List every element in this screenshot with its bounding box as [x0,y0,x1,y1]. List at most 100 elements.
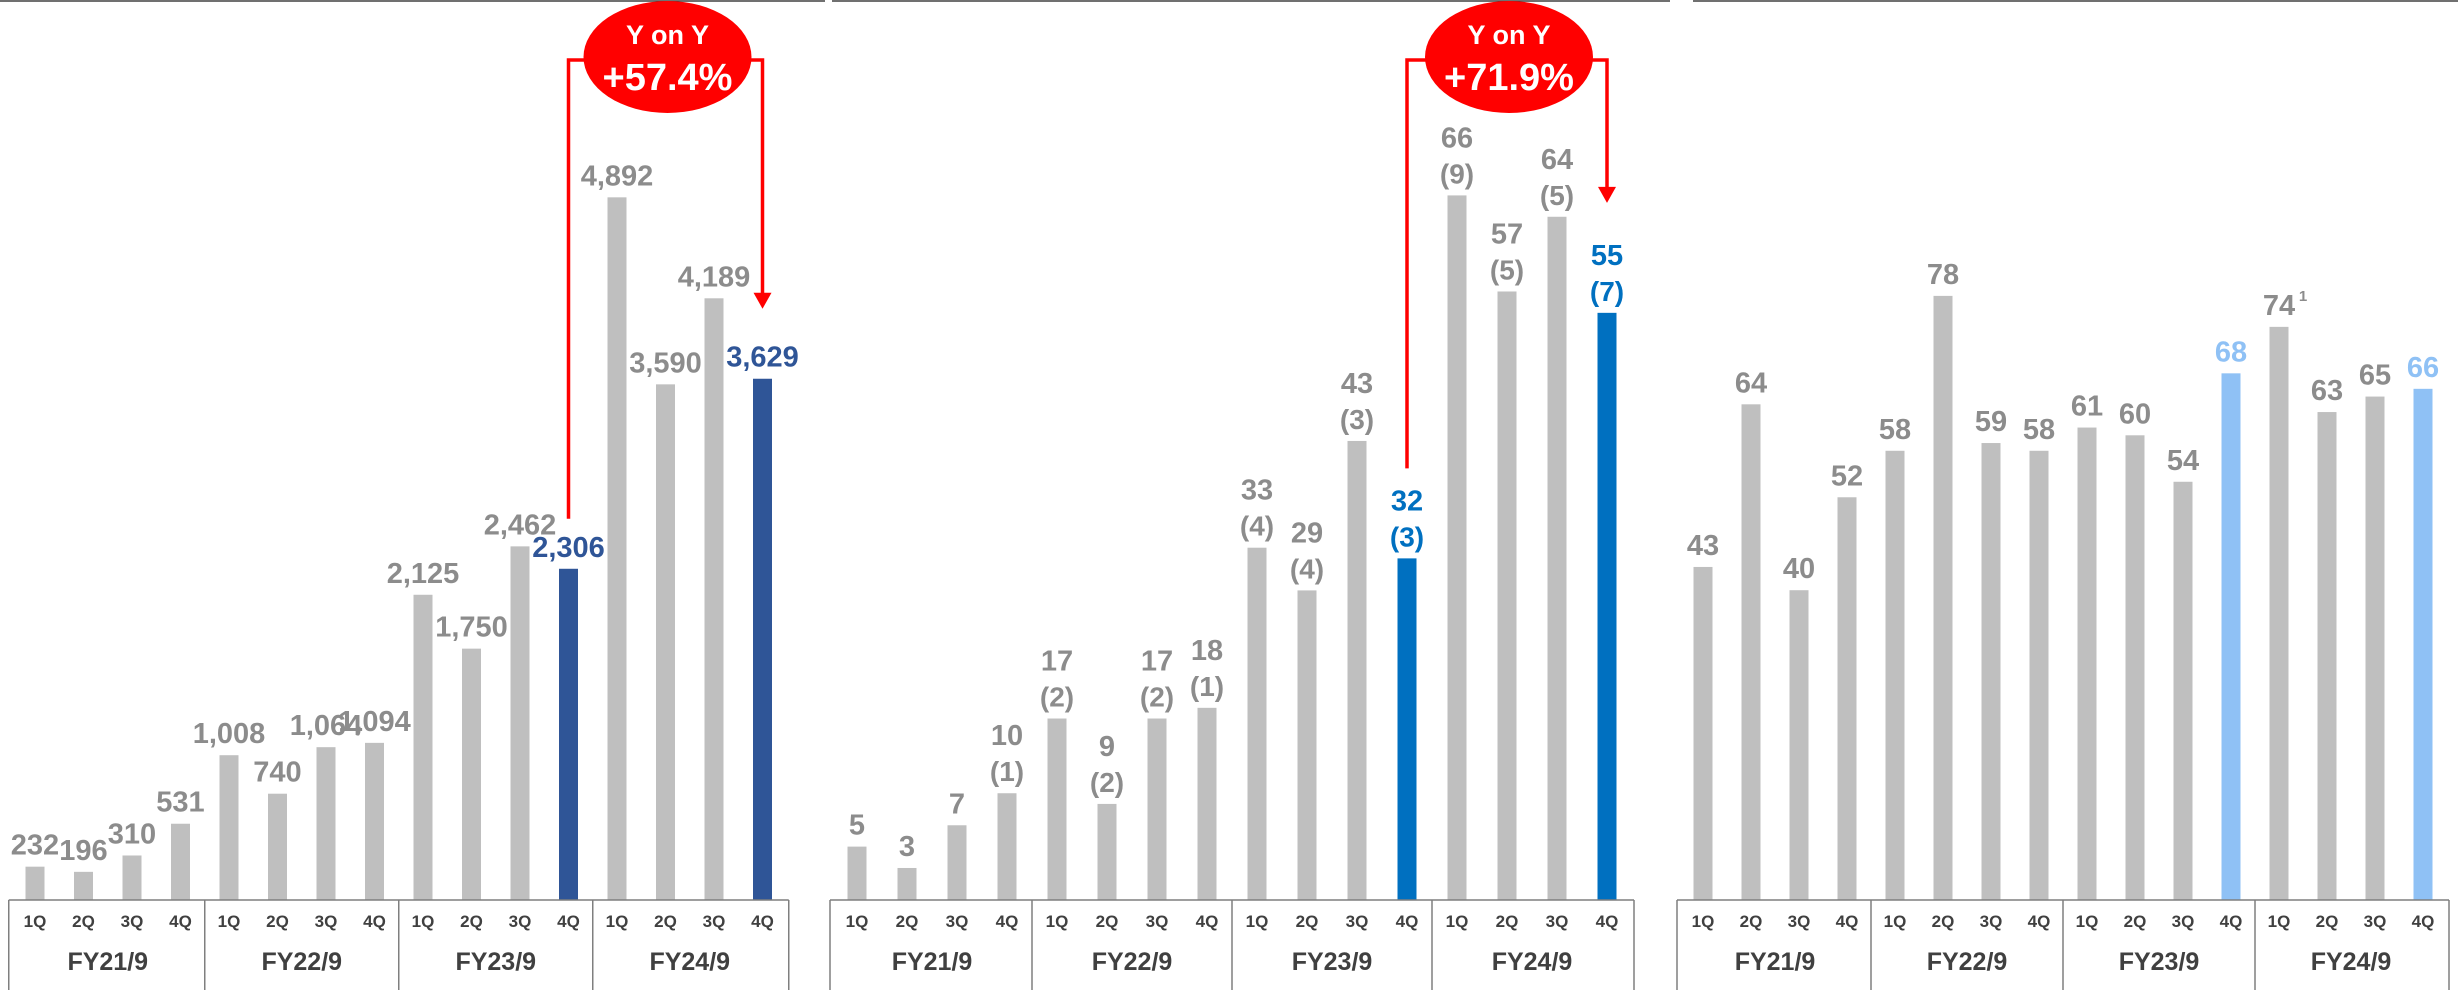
data-label: 2,306 [532,532,605,564]
tick-label: 3Q [946,912,969,931]
tick-label: 4Q [2220,912,2243,931]
data-sub-label: (4) [1290,553,1324,584]
data-label: 63 [2311,375,2343,407]
bar [413,594,433,900]
data-label: 740 [253,757,301,789]
callout-bubble [1425,1,1593,113]
data-sub-label: (3) [1340,404,1374,435]
data-label: 33 [1241,475,1273,507]
bar [74,871,93,900]
tick-label: 4Q [2412,912,2435,931]
tick-label: 4Q [1396,912,1419,931]
group-label: FY21/9 [1735,948,1816,976]
tick-label: 2Q [460,912,483,931]
tick-label: 3Q [703,912,726,931]
bar [607,197,627,900]
data-label: 61 [2071,391,2103,423]
callout-value: +57.4% [603,57,733,99]
data-label: 2,462 [484,509,557,541]
callout-title: Y on Y [626,20,709,50]
bar [171,823,190,900]
callout-title: Y on Y [1467,20,1550,50]
data-label: 17 [1141,646,1173,678]
data-label: 531 [156,787,204,819]
tick-label: 4Q [169,912,192,931]
tick-label: 4Q [557,912,580,931]
data-label: 29 [1291,517,1323,549]
bar [1741,404,1761,900]
bar [365,742,384,900]
tick-label: 3Q [1146,912,1169,931]
data-label: 55 [1591,240,1623,272]
callout-arrowhead [1598,186,1616,203]
tick-label: 2Q [266,912,289,931]
data-label: 66 [2407,352,2439,384]
bar [1789,590,1809,900]
chart-panel-2: 5 3 7 10 (1) 17 (2) 9 (2) 17 (2) 18 (1) 33 (4) 29 (4) 43 (… [829,1,1635,990]
data-sub-label: (7) [1590,276,1624,307]
data-label: 1,008 [193,718,266,750]
data-label: 4,892 [581,160,654,192]
data-label: 5 [849,810,865,842]
data-sub-label: (2) [1140,682,1174,713]
tick-label: 1Q [1692,912,1715,931]
tick-label: 3Q [2364,912,2387,931]
group-label: FY23/9 [455,948,536,976]
tick-label: 2Q [1096,912,1119,931]
tick-label: 2Q [2124,912,2147,931]
tick-label: 3Q [1346,912,1369,931]
bar [997,793,1017,900]
tick-label: 1Q [846,912,869,931]
data-label: 40 [1783,553,1815,585]
data-label: 310 [108,818,156,850]
bar [268,793,287,900]
group-label: FY24/9 [649,948,730,976]
data-sub-label: (9) [1440,158,1474,189]
tick-label: 2Q [896,912,919,931]
data-label: 7 [949,788,965,820]
tick-label: 2Q [1496,912,1519,931]
bar [1047,718,1067,900]
tick-label: 3Q [1788,912,1811,931]
bar [1347,440,1367,900]
bar [1547,216,1567,900]
data-label: 232 [11,830,59,862]
data-sub-label: (1) [1190,671,1224,702]
data-label: 43 [1687,530,1719,562]
tick-label: 2Q [654,912,677,931]
bar [753,378,772,900]
data-label: 58 [1879,414,1911,446]
callout-value: +71.9% [1444,57,1574,99]
tick-label: 1Q [1246,912,1269,931]
bar [897,867,917,900]
bar [1497,291,1517,901]
tick-label: 1Q [1884,912,1907,931]
bar [2077,427,2097,900]
bar [1447,195,1467,901]
tick-label: 3Q [1546,912,1569,931]
data-label: 43 [1341,368,1373,400]
tick-label: 4Q [363,912,386,931]
tick-label: 4Q [996,912,1019,931]
data-label: 78 [1927,259,1959,291]
bar [2173,481,2193,900]
group-label: FY23/9 [2119,948,2200,976]
data-label: 3,590 [629,347,702,379]
data-label: 57 [1491,218,1523,250]
tick-label: 4Q [751,912,774,931]
bar [1837,497,1857,900]
bar [656,384,675,900]
bar [2221,373,2241,900]
group-label: FY23/9 [1292,948,1373,976]
data-label: 74 [2263,290,2295,322]
tick-label: 2Q [72,912,95,931]
group-label: FY22/9 [261,948,342,976]
tick-label: 2Q [1740,912,1763,931]
data-sub-label: (4) [1240,511,1274,542]
tick-label: 1Q [2268,912,2291,931]
tick-label: 1Q [2076,912,2099,931]
tick-label: 3Q [121,912,144,931]
tick-label: 3Q [509,912,532,931]
